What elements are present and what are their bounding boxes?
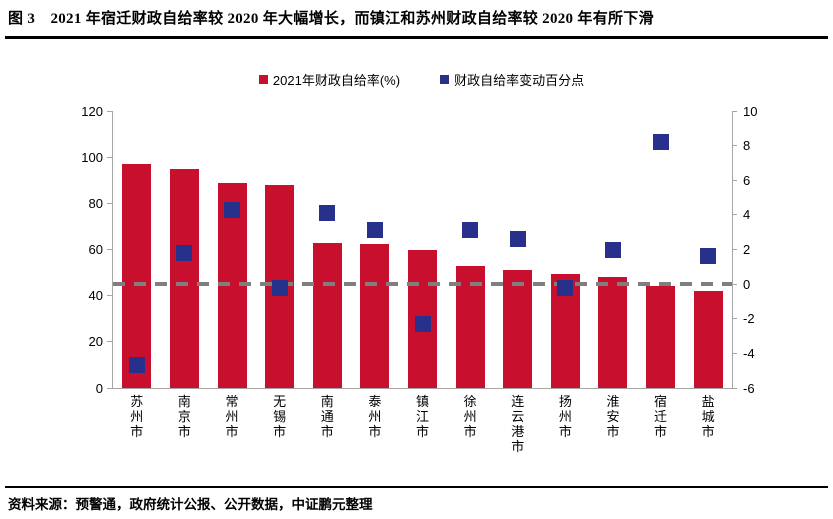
- right-axis-tick-label: -4: [743, 345, 755, 361]
- marker-镇江市: [414, 315, 431, 332]
- left-axis-tick-label: 20: [88, 334, 103, 350]
- left-axis-tick-label: 60: [88, 242, 103, 257]
- left-axis-tick: [107, 156, 112, 158]
- marker-宿迁市: [652, 134, 669, 151]
- marker-淮安市: [604, 241, 621, 258]
- plot-area: 0 20 40 60 80 100 120 -6 -4 -2 0 2 4 6 8 10 苏州市 南京市 常州市 无锡市…: [81, 105, 757, 455]
- marker-连云港市: [509, 231, 526, 248]
- marker-南通市: [319, 205, 336, 222]
- bar-连云港市: [503, 270, 533, 388]
- left-axis-tick: [107, 387, 112, 389]
- legend-label-self-sufficiency: 2021年财政自给率(%): [272, 73, 401, 88]
- right-axis-tick-label: 10: [743, 103, 758, 119]
- bar-泰州市: [360, 243, 390, 388]
- left-axis-tick-label: 100: [81, 149, 103, 165]
- right-axis-tick: [732, 387, 737, 389]
- right-axis-tick: [732, 283, 737, 285]
- red-square-swatch-icon: [258, 75, 268, 84]
- bar-南京市: [169, 168, 199, 388]
- x-axis-label-常州市: 常州市: [225, 394, 239, 439]
- left-axis-tick-label: 0: [95, 380, 103, 396]
- bar-盐城市: [693, 291, 723, 388]
- right-axis-tick-label: 4: [743, 207, 751, 223]
- footer-divider: [5, 486, 828, 488]
- right-axis-tick: [732, 352, 737, 354]
- marker-南京市: [176, 244, 193, 261]
- title-divider: [5, 36, 828, 39]
- x-axis-label-镇江市: 镇江市: [415, 394, 429, 439]
- legend-item-self-sufficiency: 2021年财政自给率(%): [258, 70, 401, 89]
- bar-苏州市: [122, 164, 152, 388]
- marker-扬州市: [557, 279, 574, 296]
- bar-淮安市: [598, 277, 628, 388]
- left-axis-tick: [107, 202, 112, 204]
- x-axis-label-淮安市: 淮安市: [606, 394, 620, 439]
- marker-无锡市: [271, 279, 288, 296]
- left-axis-tick: [107, 110, 112, 112]
- x-axis-label-连云港市: 连云港市: [511, 394, 525, 454]
- left-axis-tick-label: 120: [81, 103, 103, 119]
- marker-徐州市: [462, 222, 479, 239]
- x-axis-label-宿迁市: 宿迁市: [654, 394, 668, 439]
- blue-square-swatch-icon: [440, 75, 450, 84]
- right-axis-tick-label: 6: [743, 172, 751, 188]
- left-axis-tick: [107, 249, 112, 250]
- right-axis-tick: [732, 214, 737, 216]
- right-axis-tick-label: -2: [743, 311, 755, 327]
- zero-reference-line: [113, 282, 732, 287]
- x-axis-label-南通市: 南通市: [320, 394, 334, 439]
- x-axis-label-无锡市: 无锡市: [273, 394, 287, 439]
- right-axis-tick-label: 2: [743, 242, 751, 257]
- x-axis-label-盐城市: 盐城市: [701, 394, 715, 439]
- chart-legend: 2021年财政自给率(%) 财政自给率变动百分点: [112, 70, 731, 89]
- left-axis-tick-label: 80: [88, 195, 103, 211]
- right-axis-tick: [732, 249, 737, 250]
- bar-宿迁市: [646, 286, 676, 388]
- legend-label-change: 财政自给率变动百分点: [454, 73, 585, 88]
- right-axis-tick-label: -6: [743, 380, 755, 396]
- right-axis-tick-label: 0: [743, 276, 751, 292]
- x-axis-label-南京市: 南京市: [177, 394, 191, 439]
- right-axis-tick: [732, 110, 737, 112]
- x-axis-label-泰州市: 泰州市: [368, 394, 382, 439]
- left-axis-tick: [107, 295, 112, 297]
- marker-常州市: [224, 201, 241, 218]
- marker-盐城市: [700, 248, 717, 265]
- x-axis-label-苏州市: 苏州市: [130, 394, 144, 439]
- marker-泰州市: [366, 222, 383, 239]
- left-axis-tick: [107, 341, 112, 343]
- marker-苏州市: [128, 357, 145, 374]
- right-axis-tick: [732, 318, 737, 320]
- chart-title: 图 3 2021 年宿迁财政自给率较 2020 年大幅增长，而镇江和苏州财政自给…: [8, 11, 654, 27]
- x-axis-label-扬州市: 扬州市: [558, 394, 572, 439]
- x-axis-label-徐州市: 徐州市: [463, 394, 477, 439]
- right-axis-tick: [732, 179, 737, 181]
- bar-南通市: [312, 243, 342, 388]
- legend-item-change: 财政自给率变动百分点: [440, 70, 584, 89]
- right-axis-tick-label: 8: [743, 138, 751, 154]
- source-note: 资料来源：预警通，政府统计公报、公开数据，中证鹏元整理: [8, 497, 373, 512]
- right-axis-tick: [732, 145, 737, 147]
- left-axis-tick-label: 40: [88, 288, 103, 304]
